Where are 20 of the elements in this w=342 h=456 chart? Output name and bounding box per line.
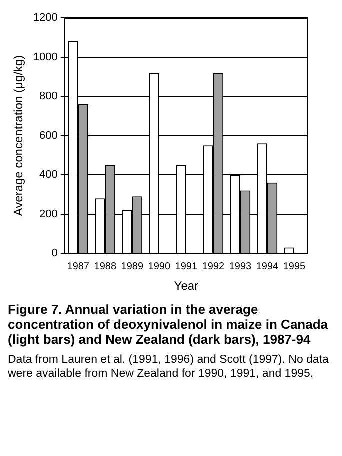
- x-tick-label: 1992: [202, 261, 226, 272]
- x-tick-label: 1993: [229, 261, 252, 272]
- y-tick-label: 200: [40, 208, 58, 220]
- y-tick-label: 0: [52, 248, 58, 260]
- x-tick-label: 1987: [67, 261, 90, 272]
- y-tick-label: 400: [40, 169, 58, 182]
- x-tick-label: 1988: [94, 261, 117, 272]
- x-tick-label: 1989: [121, 261, 144, 272]
- y-tick-label: 1200: [33, 12, 58, 24]
- y-axis-title: Average concentration (μg/kg): [12, 55, 26, 216]
- y-tick-label: 800: [40, 90, 58, 103]
- y-tick-label: 1000: [33, 51, 58, 64]
- x-tick-label: 1995: [283, 261, 306, 272]
- x-tick-label: 1991: [175, 261, 198, 272]
- text: Figure 7. Annual variation in the average concentration of deoxynivalenol in maize in Canada (light bars) and New Zealand (dark bars), 1987-94: [8, 302, 330, 347]
- text: Data from Lauren et al. (1991, 1996) and Scott (1997). No data were available from New Zealand for 1990, 1991, and 1995.: [8, 353, 330, 381]
- x-axis-title: Year: [174, 279, 199, 294]
- x-tick-label: 1994: [256, 261, 280, 272]
- y-tick-label: 600: [40, 130, 58, 142]
- x-tick-label: 1990: [148, 261, 171, 272]
